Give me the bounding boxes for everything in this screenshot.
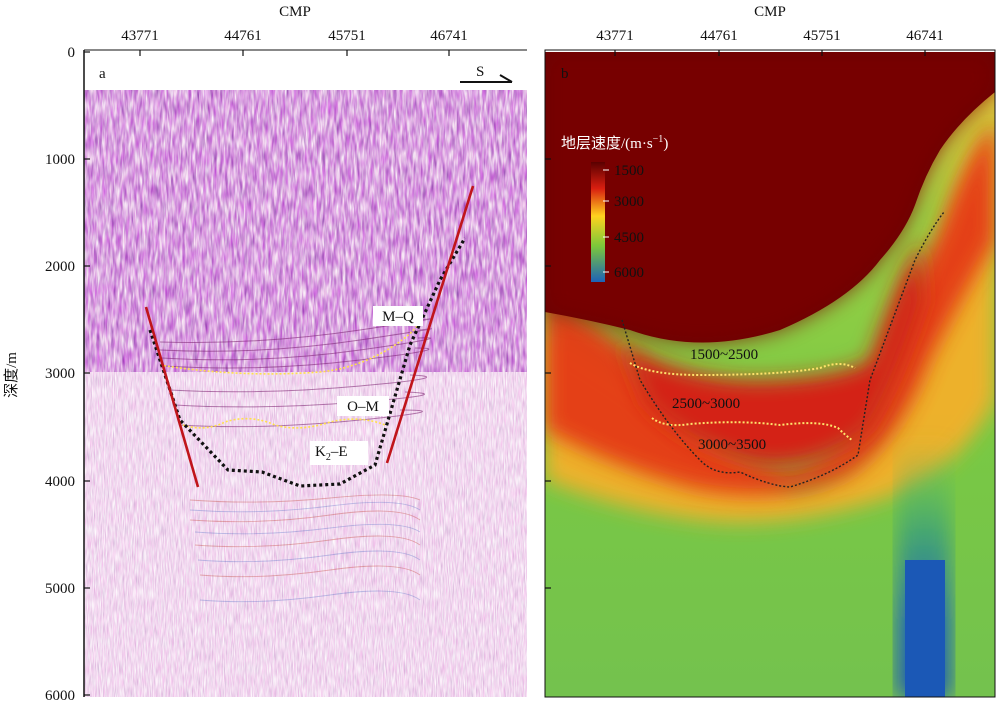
y-tick-label: 3000 xyxy=(45,366,75,382)
fault-left xyxy=(144,306,200,488)
unit-label-mq: M–Q xyxy=(382,309,414,325)
y-tick-label: 5000 xyxy=(45,581,75,597)
y-tick-label: 1000 xyxy=(45,152,75,168)
velocity-basin-outline xyxy=(621,211,945,488)
colorbar-tick-label: 4500 xyxy=(614,230,644,246)
colorbar-tick-label: 1500 xyxy=(614,163,644,179)
x-tick-label: 46741 xyxy=(906,28,944,44)
cmp-title-left: CMP xyxy=(279,4,311,20)
x-tick-label: 44761 xyxy=(224,28,262,44)
y-axis-title: 深度/m xyxy=(3,352,20,398)
panel-b-velocity xyxy=(545,52,995,697)
x-tick-label: 44761 xyxy=(700,28,738,44)
x-tick-label: 46741 xyxy=(430,28,468,44)
x-tick-label: 45751 xyxy=(803,28,841,44)
unit-label-k2e: K2–E xyxy=(315,444,348,463)
colorbar-title: 地层速度/(m·s−1) xyxy=(561,134,668,152)
y-tick-label: 2000 xyxy=(45,259,75,275)
fault-right xyxy=(385,185,475,464)
x-tick-label: 43771 xyxy=(596,28,634,44)
panel-a-seismic xyxy=(84,52,527,697)
velocity-contour-2500-3000 xyxy=(651,417,853,441)
colorbar-scale xyxy=(591,162,605,282)
y-tick-label: 6000 xyxy=(45,688,75,704)
velocity-colorbar: 地层速度/(m·s−1) 1500 3000 4500 6000 xyxy=(561,134,668,282)
colorbar-tick-label: 3000 xyxy=(614,194,644,210)
panel-b-letter: b xyxy=(561,66,569,82)
x-tick-label: 45751 xyxy=(328,28,366,44)
velocity-range-label: 1500~2500 xyxy=(690,347,758,363)
y-tick-label: 0 xyxy=(68,45,76,61)
velocity-range-label: 2500~3000 xyxy=(672,396,740,412)
panel-a-letter: a xyxy=(99,66,106,82)
unit-label-om: O–M xyxy=(347,399,379,415)
horizon-k2e-base xyxy=(148,237,467,488)
direction-label: S xyxy=(476,64,484,80)
horizon-mq xyxy=(159,324,419,375)
y-tick-label: 4000 xyxy=(45,474,75,490)
velocity-range-label: 3000~3500 xyxy=(698,437,766,453)
x-tick-label: 43771 xyxy=(121,28,159,44)
cmp-title-right: CMP xyxy=(754,4,786,20)
colorbar-tick-label: 6000 xyxy=(614,265,644,281)
velocity-contour-1500-2500 xyxy=(629,362,856,377)
direction-arrow-icon xyxy=(460,74,513,83)
